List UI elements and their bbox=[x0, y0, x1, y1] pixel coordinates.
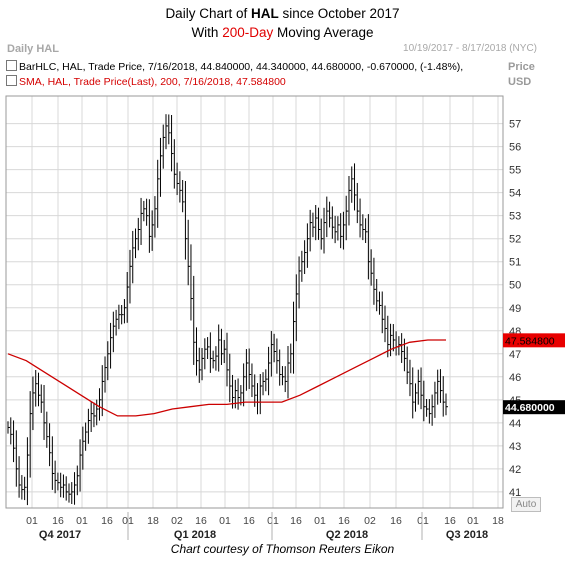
y-tick-label: 52 bbox=[509, 234, 521, 246]
x-tick-label: 02 bbox=[171, 515, 183, 527]
y-tick-label: 42 bbox=[509, 464, 521, 476]
y-tick-label: 47 bbox=[509, 349, 521, 361]
legend-item-sma[interactable]: SMA, HAL, Trade Price(Last), 200, 7/16/2… bbox=[6, 75, 463, 90]
x-period-label: Q4 2017 bbox=[39, 529, 81, 541]
x-tick-label: 18 bbox=[492, 515, 504, 527]
y-tick-label: 50 bbox=[509, 280, 521, 292]
title-suffix: since October 2017 bbox=[278, 6, 400, 21]
y-tick-label: 51 bbox=[509, 257, 521, 269]
last-price-tag bbox=[503, 400, 565, 415]
x-tick-label: 01 bbox=[26, 515, 38, 527]
x-tick-label: 16 bbox=[101, 515, 113, 527]
title-ticker: HAL bbox=[250, 6, 279, 21]
series-toggle-icon[interactable] bbox=[6, 75, 17, 86]
source-label: Daily HAL bbox=[7, 43, 59, 55]
subtitle-suffix: Moving Average bbox=[273, 25, 374, 40]
x-tick-label: 18 bbox=[147, 515, 159, 527]
legend-item-bars[interactable]: BarHLC, HAL, Trade Price, 7/16/2018, 44.… bbox=[6, 60, 463, 75]
x-tick-label: 01 bbox=[417, 515, 429, 527]
x-tick-label: 01 bbox=[219, 515, 231, 527]
x-period-label: Q1 2018 bbox=[174, 529, 216, 541]
chart-title: Daily Chart of HAL since October 2017 Wi… bbox=[0, 4, 565, 42]
legend: BarHLC, HAL, Trade Price, 7/16/2018, 44.… bbox=[6, 60, 463, 90]
legend-text-bars: BarHLC, HAL, Trade Price, 7/16/2018, 44.… bbox=[19, 61, 464, 73]
sma-value-tag bbox=[503, 333, 565, 348]
y-tick-label: 53 bbox=[509, 211, 521, 223]
x-tick-label: 01 bbox=[76, 515, 88, 527]
x-tick-label: 16 bbox=[195, 515, 207, 527]
subtitle-prefix: With bbox=[191, 25, 223, 40]
plot-frame bbox=[5, 95, 504, 509]
y-tick-label: 57 bbox=[509, 119, 521, 131]
x-tick-label: 16 bbox=[290, 515, 302, 527]
y-tick-label: 55 bbox=[509, 165, 521, 177]
x-tick-label: 16 bbox=[243, 515, 255, 527]
y-tick-label: 46 bbox=[509, 372, 521, 384]
x-period-label: Q2 2018 bbox=[326, 529, 368, 541]
x-tick-label: 01 bbox=[467, 515, 479, 527]
y-tick-label: 43 bbox=[509, 441, 521, 453]
date-range: 10/19/2017 - 8/17/2018 (NYC) bbox=[403, 43, 537, 54]
last-price-label: 44.680000 bbox=[505, 402, 555, 414]
sma-line bbox=[7, 339, 446, 417]
x-period-label: Q3 2018 bbox=[446, 529, 488, 541]
y-axis-title: Price USD bbox=[508, 60, 535, 90]
x-tick-label: 16 bbox=[338, 515, 350, 527]
y-tick-label: 56 bbox=[509, 142, 521, 154]
series-toggle-icon[interactable] bbox=[6, 60, 17, 71]
auto-scale-button[interactable]: Auto bbox=[511, 497, 541, 512]
x-tick-label: 01 bbox=[314, 515, 326, 527]
legend-text-sma: SMA, HAL, Trade Price(Last), 200, 7/16/2… bbox=[19, 76, 286, 88]
sma-value-label: 47.584800 bbox=[505, 335, 555, 347]
x-tick-label: 16 bbox=[52, 515, 64, 527]
y-axis-title-line1: Price bbox=[508, 61, 535, 73]
y-axis-title-line2: USD bbox=[508, 76, 532, 88]
chart-header-row: Daily HAL 10/19/2017 - 8/17/2018 (NYC) bbox=[0, 41, 565, 57]
title-prefix: Daily Chart of bbox=[165, 6, 251, 21]
subtitle-highlight: 200-Day bbox=[222, 25, 274, 40]
x-tick-label: 16 bbox=[444, 515, 456, 527]
y-tick-label: 41 bbox=[509, 487, 521, 499]
x-tick-label: 02 bbox=[364, 515, 376, 527]
x-tick-label: 01 bbox=[267, 515, 279, 527]
x-tick-label: 16 bbox=[390, 515, 402, 527]
chart-caption: Chart courtesy of Thomson Reuters Eikon bbox=[170, 542, 395, 556]
y-tick-label: 54 bbox=[509, 188, 521, 200]
y-tick-label: 44 bbox=[509, 418, 521, 430]
y-tick-label: 49 bbox=[509, 303, 521, 315]
